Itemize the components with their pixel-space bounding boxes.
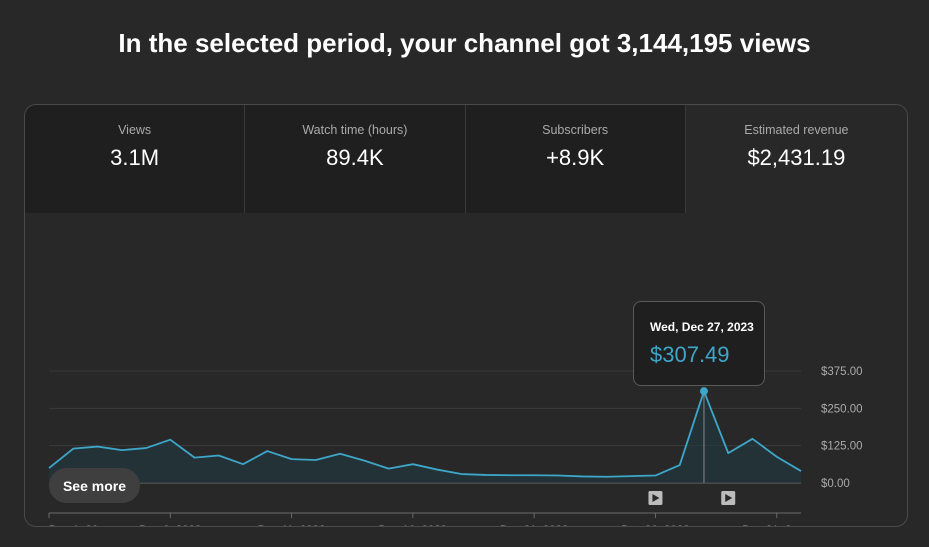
metric-value: +8.9K [546,145,605,170]
tooltip-value: $307.49 [650,342,730,367]
metric-label: Estimated revenue [744,123,849,137]
video-marker-icon[interactable] [721,491,736,505]
y-tick-label: $125.00 [821,441,863,453]
y-tick-label: $250.00 [821,403,863,415]
see-more-button[interactable]: See more [49,468,140,503]
revenue-chart[interactable]: $375.00 $250.00 $125.00 $0.00 Dec 1, 20... De… [25,213,907,526]
metric-value: 89.4K [326,145,384,170]
metric-label: Watch time (hours) [302,123,408,137]
y-tick-label: $0.00 [821,478,850,490]
metric-tabs: Views 3.1M Watch time (hours) 89.4K Subs… [25,105,907,213]
highlight-point [699,387,708,396]
metric-value: $2,431.19 [747,145,846,170]
tooltip-date: Wed, Dec 27, 2023 [650,320,754,334]
x-tick-label: Dec 11, 2023 [258,525,326,526]
x-tick-label: Dec 6, 2023 [139,525,201,526]
x-tick-label: Dec 21, 2023 [500,525,568,526]
metric-tab-estimated-revenue[interactable]: Estimated revenue $2,431.19 [685,105,907,213]
metric-label: Subscribers [542,123,609,137]
video-marker-icon[interactable] [648,491,663,505]
metric-tab-watch-time[interactable]: Watch time (hours) 89.4K [245,105,466,213]
metric-value: 3.1M [110,145,160,170]
x-tick-label: Dec 26, 2023 [621,525,689,526]
metric-tab-subscribers[interactable]: Subscribers +8.9K [465,105,686,213]
series-line [48,390,802,478]
chart-svg: $375.00 $250.00 $125.00 $0.00 Dec 1, 20... De… [48,263,863,526]
x-tick-label: Dec 16, 2023 [379,525,447,526]
y-tick-label: $375.00 [821,366,863,378]
x-tick-label: Dec 1, 20... [49,525,108,526]
metric-tab-views[interactable]: Views 3.1M [25,105,246,213]
chart-tooltip: Wed, Dec 27, 2023 $307.49 [633,301,765,386]
page-headline: In the selected period, your channel got… [118,28,811,58]
metric-label: Views [118,123,152,137]
x-tick-label: Dec 31, 2... [742,525,801,526]
analytics-card: Views 3.1M Watch time (hours) 89.4K Subs… [24,104,908,527]
